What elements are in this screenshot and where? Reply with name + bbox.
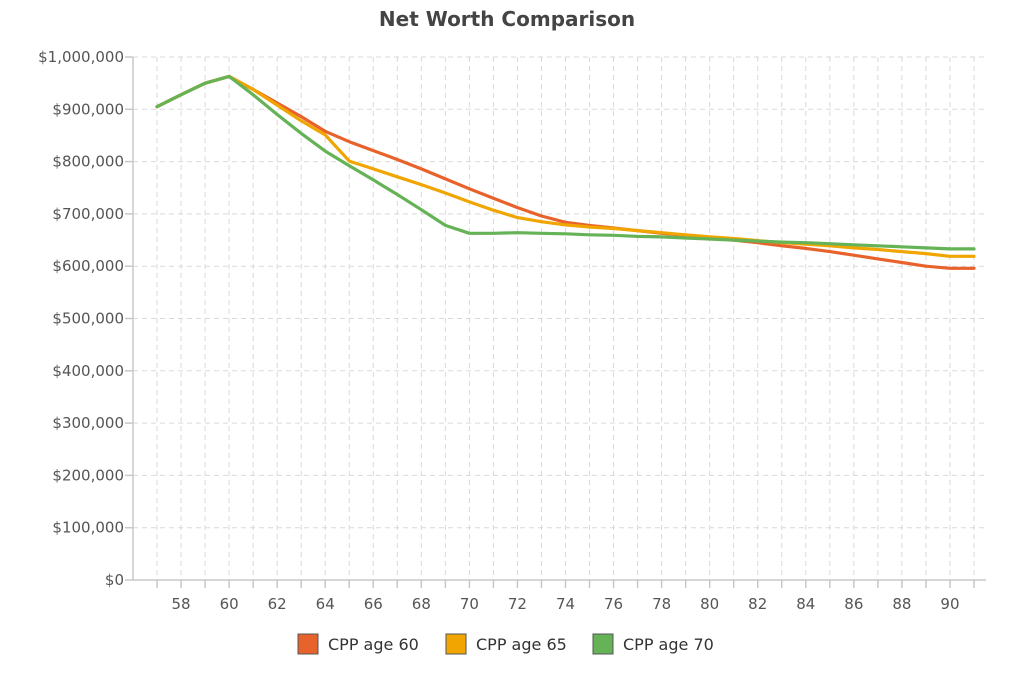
x-tick-label: 58	[172, 595, 191, 613]
chart-title: Net Worth Comparison	[379, 7, 635, 31]
y-tick-label: $0	[105, 571, 124, 589]
x-tick-label: 72	[508, 595, 527, 613]
axis-layer: $0 $100,000 $200,000 $300,000 $400,000 $500,0…	[38, 48, 986, 613]
x-tick-label: 76	[604, 595, 623, 613]
x-tick-label: 70	[460, 595, 479, 613]
legend-swatch	[592, 633, 614, 655]
legend-swatch	[445, 633, 467, 655]
x-tick-label: 62	[268, 595, 287, 613]
x-tick-label: 80	[700, 595, 719, 613]
x-tick-label: 64	[316, 595, 335, 613]
legend-item[interactable]: CPP age 60	[297, 633, 419, 655]
series-line-1	[155, 74, 976, 270]
x-tick-label: 86	[844, 595, 863, 613]
y-tick-label: $400,000	[52, 362, 124, 380]
x-tick-label: 74	[556, 595, 575, 613]
x-tick-label: 82	[748, 595, 767, 613]
y-tick-label: $1,000,000	[38, 48, 124, 66]
y-tick-label: $600,000	[52, 257, 124, 275]
y-tick-label: $200,000	[52, 466, 124, 484]
legend-label: CPP age 65	[476, 635, 567, 654]
x-tick-label: 90	[940, 595, 959, 613]
legend: CPP age 60 CPP age 65 CPP age 70	[297, 633, 714, 655]
legend-label: CPP age 70	[623, 635, 714, 654]
x-tick-label: 88	[892, 595, 911, 613]
series-layer	[155, 74, 976, 270]
legend-label: CPP age 60	[328, 635, 419, 654]
legend-item[interactable]: CPP age 70	[592, 633, 714, 655]
y-tick-label: $300,000	[52, 414, 124, 432]
x-tick-label: 66	[364, 595, 383, 613]
y-tick-label: $700,000	[52, 205, 124, 223]
y-tick-label: $900,000	[52, 100, 124, 118]
legend-swatch	[297, 633, 319, 655]
y-tick-label: $100,000	[52, 519, 124, 537]
x-tick-label: 60	[220, 595, 239, 613]
grid-layer	[133, 56, 986, 580]
y-tick-label: $500,000	[52, 310, 124, 328]
legend-item[interactable]: CPP age 65	[445, 633, 567, 655]
x-tick-label: 84	[796, 595, 815, 613]
series-line-2	[155, 74, 976, 258]
x-tick-label: 78	[652, 595, 671, 613]
x-tick-label: 68	[412, 595, 431, 613]
y-tick-label: $800,000	[52, 153, 124, 171]
series-line-3	[155, 74, 976, 251]
